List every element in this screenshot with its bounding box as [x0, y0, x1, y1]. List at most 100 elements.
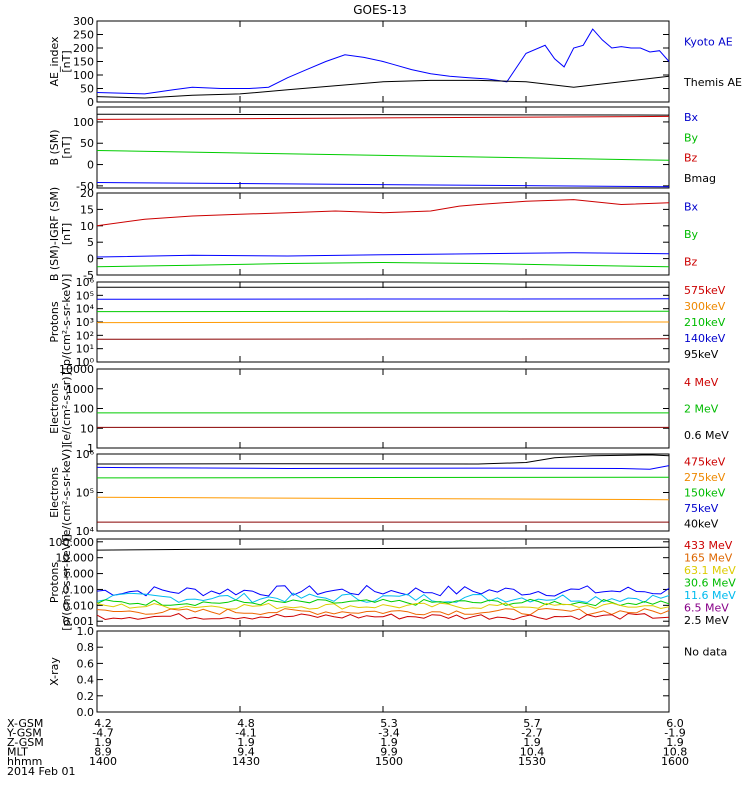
- x-row-value: 6.0: [666, 717, 684, 730]
- y-tick-label: 0.100: [63, 583, 95, 596]
- y-tick-label: 0.4: [77, 674, 95, 687]
- y-tick-label: 0.010: [63, 599, 95, 612]
- x-row-value: 1.9: [380, 736, 398, 749]
- series-line: [96, 199, 670, 227]
- y-tick-label: 10: [80, 422, 94, 435]
- y-tick-label: 100.000: [49, 536, 95, 549]
- legend-entry: By: [684, 131, 699, 144]
- x-row-label: X-GSM: [7, 717, 43, 730]
- legend-entry: 150keV: [684, 487, 726, 500]
- series-line: [96, 182, 670, 188]
- legend-entry: 95keV: [684, 348, 719, 361]
- series-line: [96, 338, 670, 340]
- x-row-label: MLT: [7, 746, 28, 759]
- y-axis-label: B (SM)-IGRF (SM)[nT]: [48, 187, 73, 281]
- legend-entry: 0.6 MeV: [684, 429, 729, 442]
- y-tick-label: 1: [87, 442, 94, 455]
- y-tick-label: 50: [80, 83, 94, 96]
- legend-entry: Bz: [684, 152, 698, 165]
- series-line: [96, 261, 670, 268]
- x-row-value: 1400: [89, 755, 117, 768]
- legend-entry: Bz: [684, 255, 698, 268]
- x-row-value: 1600: [661, 755, 689, 768]
- legend-entry: 433 MeV: [684, 539, 733, 552]
- legend-entry: Bmag: [684, 172, 716, 185]
- series-line: [96, 298, 670, 300]
- y-axis-label: Protons[p/(cm²-s-sr-keV)]: [48, 274, 73, 371]
- x-row-label: Z-GSM: [7, 736, 44, 749]
- series-line: [96, 584, 670, 597]
- y-tick-label: 10⁵: [76, 487, 94, 500]
- y-tick-label: 10⁶: [76, 276, 95, 289]
- panel-frame: [96, 538, 670, 627]
- x-row-value: 4.8: [237, 717, 255, 730]
- y-tick-label: 10²: [76, 329, 94, 342]
- x-row-value: -2.7: [521, 727, 542, 740]
- legend-entry: 11.6 MeV: [684, 589, 736, 602]
- x-row-value: -3.4: [378, 727, 399, 740]
- x-row-label: Y-GSM: [6, 727, 42, 740]
- legend-entry: 140keV: [684, 332, 726, 345]
- y-tick-label: 10⁴: [76, 303, 95, 316]
- legend-entry: Themis AE: [683, 76, 742, 89]
- legend-entry: 75keV: [684, 502, 719, 515]
- y-tick-label: 150: [73, 56, 94, 69]
- panel-xray: 0.0 0.2 0.4 0.6 0.8 1.0 X-ray No data: [48, 625, 727, 719]
- legend-entry: 30.6 MeV: [684, 577, 736, 590]
- series-line: [96, 75, 670, 99]
- legend-entry: Bx: [684, 111, 699, 124]
- panel-frame: [96, 453, 670, 532]
- legend-entry: 165 MeV: [684, 552, 733, 565]
- x-row-value: -4.7: [92, 727, 113, 740]
- y-tick-label: 100: [73, 69, 94, 82]
- y-tick-label: 0.001: [63, 615, 95, 628]
- y-tick-label: 100: [73, 403, 94, 416]
- y-tick-label: 0: [87, 253, 94, 266]
- y-axis-label: Electrons[e/(cm²-s-sr-keV)]: [48, 444, 73, 540]
- x-row-value: -4.1: [235, 727, 256, 740]
- series-line: [96, 592, 670, 604]
- y-tick-label: 10³: [76, 316, 94, 329]
- x-row-value: 1.9: [523, 736, 541, 749]
- legend-entry: 210keV: [684, 316, 726, 329]
- series-line: [96, 115, 670, 120]
- y-tick-label: 10⁰: [76, 356, 95, 369]
- y-tick-label: -50: [76, 180, 94, 193]
- legend-entry: Bx: [684, 201, 699, 214]
- y-tick-label: 1.0: [77, 625, 95, 638]
- y-tick-label: 15: [80, 203, 94, 216]
- y-tick-label: 10⁶: [76, 448, 95, 461]
- y-tick-label: 0.0: [77, 706, 95, 719]
- y-tick-label: 10.000: [56, 552, 95, 565]
- y-tick-label: 0.6: [77, 657, 95, 670]
- y-tick-label: 100: [73, 116, 94, 129]
- x-row-value: 1.9: [94, 736, 112, 749]
- y-axis-label: AE_index[nT]: [48, 36, 73, 87]
- series-line: [96, 150, 670, 161]
- series-line: [96, 321, 670, 324]
- x-row-label: hhmm: [7, 755, 42, 768]
- x-row-value: 1500: [375, 755, 403, 768]
- y-tick-label: 5: [87, 236, 94, 249]
- legend-entry: No data: [684, 645, 727, 658]
- y-tick-label: 1.000: [63, 568, 95, 581]
- series-line: [96, 598, 670, 607]
- legend-entry: Kyoto AE: [684, 35, 733, 48]
- series-line: [96, 465, 670, 470]
- x-axis-labels: X-GSM 4.2 4.8 5.3 5.7 6.0 Y-GSM -4.7 -4.1 -3.4 -2.…: [6, 717, 689, 768]
- series-line: [96, 602, 670, 610]
- x-row-value: -1.9: [664, 727, 685, 740]
- x-row-value: 4.2: [94, 717, 112, 730]
- legend-entry: 6.5 MeV: [684, 601, 729, 614]
- y-tick-label: 0.8: [77, 641, 95, 654]
- y-tick-label: 1000: [66, 383, 94, 396]
- panel-protons_mev: 0.001 0.010 0.100 1.000 10.000 100.000Protons…: [48, 534, 736, 631]
- y-tick-label: 300: [73, 15, 94, 28]
- legend-entry: 300keV: [684, 300, 726, 313]
- y-tick-label: 10000: [59, 363, 94, 376]
- y-axis-label: Electrons[e/(cm²-s-sr)]: [48, 372, 73, 445]
- y-tick-label: 20: [80, 187, 94, 200]
